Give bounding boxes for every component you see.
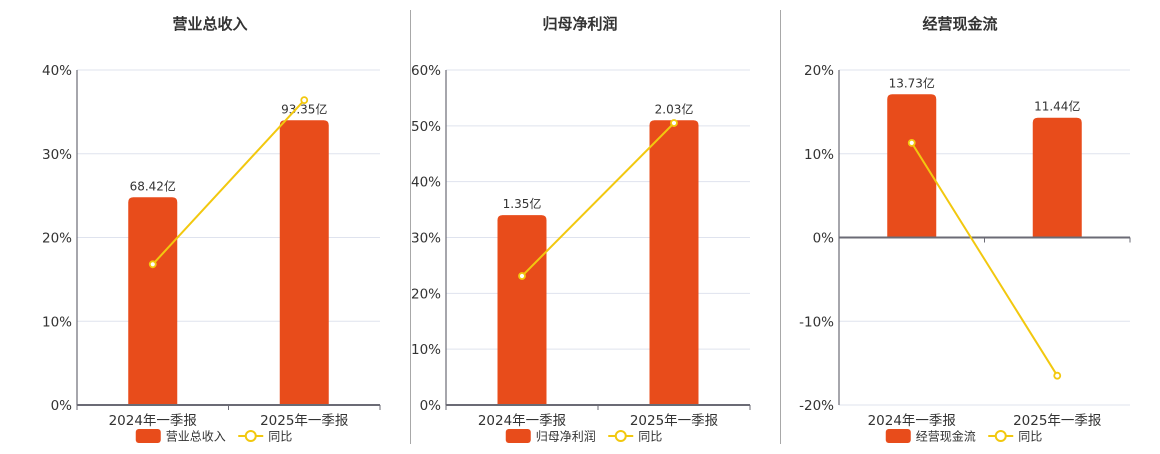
y-tick-label: 30% <box>411 231 441 247</box>
panel-separator <box>410 10 411 444</box>
legend-item-line[interactable]: 同比 <box>608 430 662 444</box>
bar[interactable] <box>279 120 329 405</box>
bar[interactable] <box>649 120 699 405</box>
legend-bar-label: 归母净利润 <box>536 430 596 444</box>
bar-value-label: 1.35亿 <box>503 196 542 211</box>
yoy-point[interactable] <box>907 138 916 147</box>
y-tick-label: 60% <box>411 63 441 79</box>
bar-value-label: 13.73亿 <box>889 75 935 90</box>
x-category-label: 2024年一季报 <box>868 413 956 429</box>
chart-title: 营业总收入 <box>172 15 247 33</box>
y-tick-label: 10% <box>411 342 441 358</box>
y-tick-label: -20% <box>799 398 834 414</box>
legend-bar-label: 经营现金流 <box>916 429 976 444</box>
y-tick-label: 40% <box>42 63 72 79</box>
legend-circle-icon <box>244 430 257 442</box>
legend-item-line[interactable]: 同比 <box>988 430 1042 444</box>
yoy-line <box>152 99 305 265</box>
y-tick-label: 0% <box>420 398 442 414</box>
y-tick-label: 20% <box>804 63 834 79</box>
legend-item-bar[interactable]: 营业总收入 <box>135 429 226 444</box>
yoy-point[interactable] <box>148 260 157 269</box>
yoy-point[interactable] <box>1053 371 1062 380</box>
bar-value-label: 11.44亿 <box>1034 99 1080 114</box>
y-tick-label: 10% <box>42 314 72 330</box>
legend: 经营现金流 同比 <box>885 429 1042 444</box>
y-tick-label: 40% <box>411 175 441 191</box>
legend-bar-swatch-icon <box>885 429 911 443</box>
legend-bar-swatch-icon <box>505 429 531 443</box>
yoy-point[interactable] <box>670 119 678 127</box>
bar-value-label: 2.03亿 <box>655 101 694 116</box>
legend-item-bar[interactable]: 归母净利润 <box>505 429 596 444</box>
yoy-line <box>521 122 675 277</box>
y-tick-label: 20% <box>42 231 72 247</box>
legend-line-label: 同比 <box>1018 430 1042 444</box>
y-tick-label: 10% <box>804 147 834 163</box>
bar[interactable] <box>497 215 547 405</box>
bar-value-label: 68.42亿 <box>130 178 176 193</box>
x-category-label: 2025年一季报 <box>260 413 348 429</box>
legend-bar-label: 营业总收入 <box>166 430 226 444</box>
y-tick-label: 0% <box>813 231 835 247</box>
legend-line-label: 同比 <box>268 430 292 444</box>
chart-panel-net-profit: 归母净利润 0% 10% 20% 30% 40% 50% 60% 1.35亿 2.03亿 2024年… <box>400 0 780 450</box>
chart-title: 归母净利润 <box>542 15 617 33</box>
legend-item-line[interactable]: 同比 <box>238 430 292 444</box>
bar[interactable] <box>887 94 937 238</box>
yoy-point[interactable] <box>518 272 526 280</box>
panel-separator <box>780 10 781 444</box>
legend: 归母净利润 同比 <box>505 429 662 444</box>
legend-item-bar[interactable]: 经营现金流 <box>885 429 976 444</box>
y-tick-label: 30% <box>42 147 72 163</box>
chart-panel-operating-cashflow: 经营现金流 -20% -10% 0% 10% 20% 13.73亿 11.44亿 2024年一季… <box>780 0 1160 450</box>
legend-circle-icon <box>994 430 1007 442</box>
legend-line-label: 同比 <box>638 430 662 444</box>
legend: 营业总收入 同比 <box>135 429 292 444</box>
x-category-label: 2025年一季报 <box>630 413 718 429</box>
bar[interactable] <box>128 197 178 405</box>
legend-circle-icon <box>614 430 627 442</box>
legend-bar-swatch-icon <box>135 429 161 443</box>
bar[interactable] <box>1032 117 1082 238</box>
x-category-label: 2025年一季报 <box>1013 413 1101 429</box>
chart-panel-revenue: 营业总收入 0% 10% 20% 30% 40% 68.42亿 93.35亿 2024年一季报 2… <box>0 0 400 450</box>
x-category-label: 2024年一季报 <box>478 413 566 429</box>
yoy-point[interactable] <box>300 96 309 105</box>
yoy-line <box>910 142 1059 377</box>
y-tick-label: 50% <box>411 119 441 135</box>
y-tick-label: 0% <box>51 398 73 414</box>
y-tick-label: 20% <box>411 286 441 302</box>
x-category-label: 2024年一季报 <box>109 413 197 429</box>
y-tick-label: -10% <box>799 314 834 330</box>
chart-title: 经营现金流 <box>922 15 997 33</box>
